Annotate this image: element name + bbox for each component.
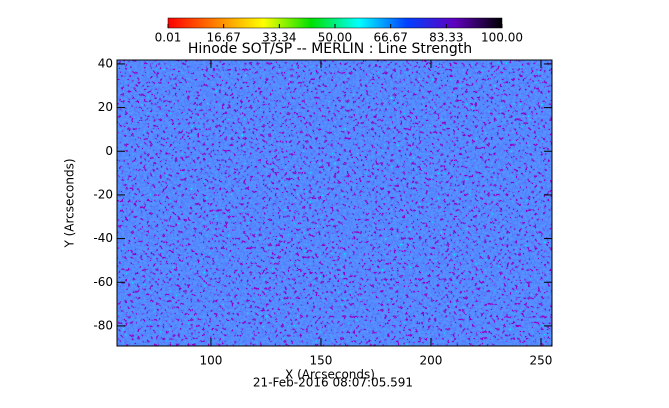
colorbar-tick-label: 50.00 <box>318 31 352 45</box>
y-tick-label: 0 <box>105 144 113 158</box>
x-axis-label: X (Arcseconds) <box>285 368 375 382</box>
map-image <box>117 60 552 346</box>
y-tick-label: -40 <box>93 231 113 245</box>
y-tick-label: 20 <box>98 100 113 114</box>
colorbar-tick-label: 16.67 <box>206 31 240 45</box>
timestamp: 21-Feb-2016 08:07:05.591 <box>253 376 413 390</box>
colorbar-tick-label: 83.33 <box>429 31 463 45</box>
y-tick-label: -80 <box>93 318 113 332</box>
plot-frame <box>116 59 553 347</box>
y-axis-label: Y (Arcseconds) <box>63 158 77 248</box>
x-tick-label: 100 <box>199 354 222 368</box>
y-tick-label: -20 <box>93 187 113 201</box>
colorbar-tick-label: 0.01 <box>155 31 182 45</box>
x-tick-label: 150 <box>310 354 333 368</box>
y-tick-label: -60 <box>93 275 113 289</box>
colorbar-tick-label: 33.34 <box>262 31 296 45</box>
chart-title: Hinode SOT/SP -- MERLIN : Line Strength <box>188 41 472 57</box>
y-tick-label: 40 <box>98 56 113 70</box>
colorbar-tick-label: 66.67 <box>373 31 407 45</box>
x-tick-label: 250 <box>530 354 553 368</box>
x-tick-label: 200 <box>420 354 443 368</box>
colorbar-tick-label: 100.00 <box>481 31 523 45</box>
